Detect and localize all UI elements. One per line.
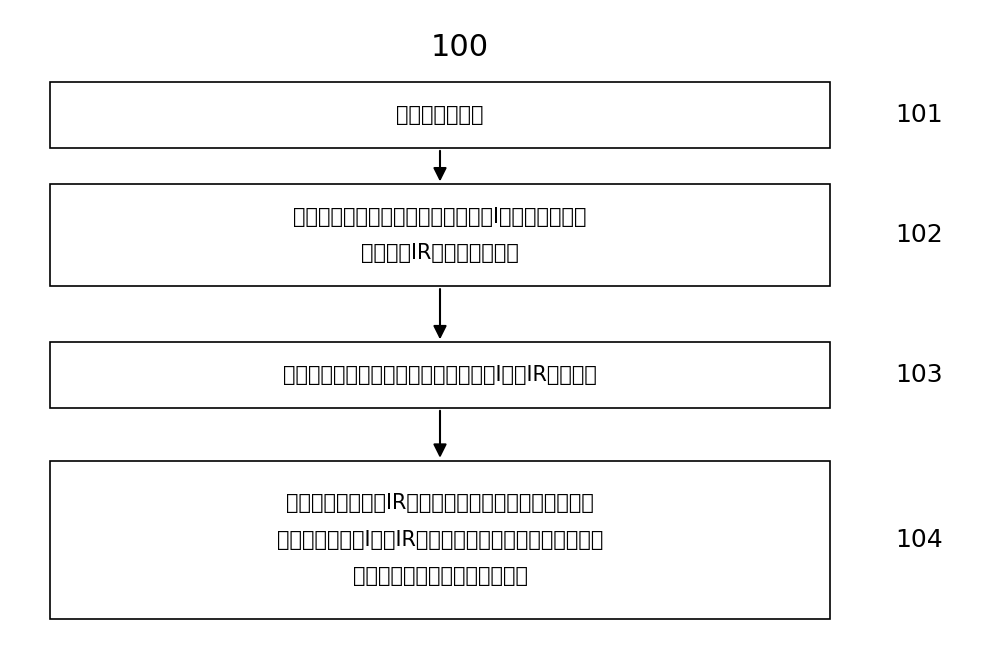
Bar	[50, 461, 830, 619]
Text: 103: 103	[895, 363, 943, 387]
Text: 采用测试试片组测量接地极通以电流I时，埋地金属管: 采用测试试片组测量接地极通以电流I时，埋地金属管	[293, 207, 587, 227]
Text: 根据确定的未消除IR降前的埋地金属管道极化电位和接: 根据确定的未消除IR降前的埋地金属管道极化电位和接	[286, 494, 594, 513]
Text: 采用测试试片组测量接地极在通以电流I时的IR降误差值: 采用测试试片组测量接地极在通以电流I时的IR降误差值	[283, 365, 597, 385]
Text: 100: 100	[431, 33, 489, 62]
Bar	[50, 184, 830, 286]
Bar	[50, 82, 830, 148]
Text: 101: 101	[895, 103, 943, 127]
Text: 接地极电流影响下的极化电位值: 接地极电流影响下的极化电位值	[352, 566, 528, 586]
Text: 地极在通以电流I时的IR降误差值计算确定埋地金属管道在: 地极在通以电流I时的IR降误差值计算确定埋地金属管道在	[277, 530, 603, 549]
Text: 102: 102	[895, 223, 943, 247]
Text: 制作测试试片组: 制作测试试片组	[396, 105, 484, 125]
Text: 道未消除IR降前的极化电位: 道未消除IR降前的极化电位	[361, 243, 519, 263]
Bar	[50, 342, 830, 408]
Text: 104: 104	[895, 528, 943, 551]
